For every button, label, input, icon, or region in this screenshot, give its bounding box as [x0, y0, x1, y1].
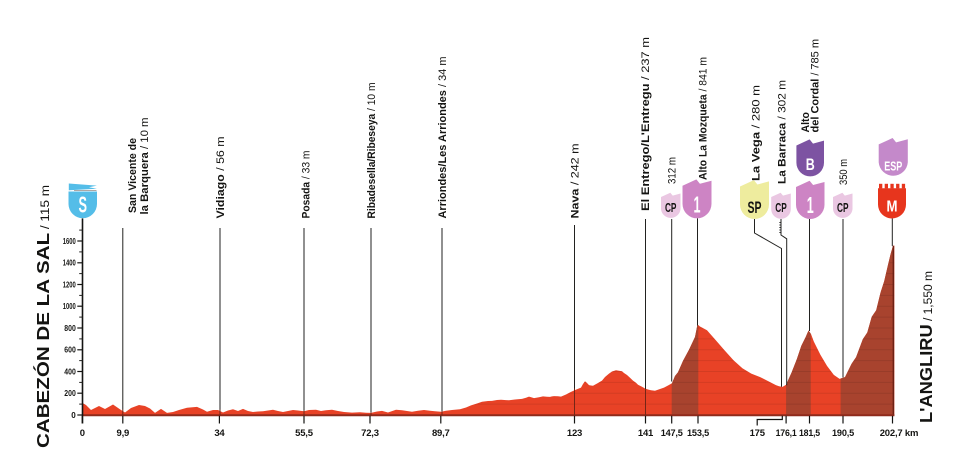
- svg-text:72,3: 72,3: [361, 428, 379, 439]
- svg-text:San Vicente de: San Vicente de: [127, 138, 139, 213]
- svg-text:0: 0: [71, 411, 76, 420]
- svg-text:del Cordal / 785 m: del Cordal / 785 m: [809, 39, 821, 133]
- svg-text:la Barquera / 10 m: la Barquera / 10 m: [139, 118, 151, 215]
- svg-text:1200: 1200: [63, 280, 76, 289]
- svg-text:800: 800: [64, 324, 76, 333]
- svg-text:190,5: 190,5: [832, 428, 855, 439]
- svg-text:600: 600: [64, 346, 76, 355]
- svg-text:Posada / 33 m: Posada / 33 m: [301, 151, 313, 219]
- svg-text:0: 0: [80, 428, 85, 439]
- svg-text:1000: 1000: [63, 302, 76, 311]
- svg-text:1400: 1400: [63, 259, 76, 268]
- svg-text:Vidiago / 56 m: Vidiago / 56 m: [215, 137, 227, 219]
- svg-text:La Barraca / 302 m: La Barraca / 302 m: [776, 80, 788, 184]
- svg-text:153,5: 153,5: [687, 428, 710, 439]
- svg-text:141: 141: [638, 428, 654, 439]
- svg-text:CP: CP: [775, 200, 787, 215]
- svg-text:Ribadesella/Ribeseya / 10 m: Ribadesella/Ribeseya / 10 m: [366, 83, 378, 219]
- svg-text:S: S: [78, 192, 87, 218]
- svg-text:B: B: [806, 155, 815, 174]
- svg-text:55,5: 55,5: [295, 428, 314, 439]
- svg-text:1600: 1600: [63, 237, 76, 246]
- svg-text:Alto La Mozqueta / 841 m: Alto La Mozqueta / 841 m: [698, 57, 710, 180]
- svg-text:La Vega / 280 m: La Vega / 280 m: [751, 85, 763, 181]
- svg-text:175: 175: [750, 428, 766, 439]
- svg-text:123: 123: [567, 428, 582, 439]
- svg-text:89,7: 89,7: [432, 428, 450, 439]
- svg-text:312 m: 312 m: [667, 157, 679, 184]
- svg-text:34: 34: [214, 428, 225, 439]
- svg-text:9,9: 9,9: [116, 428, 129, 439]
- svg-text:200: 200: [64, 389, 76, 398]
- svg-text:400: 400: [64, 367, 76, 376]
- svg-text:M: M: [887, 199, 898, 216]
- svg-text:Nava / 242 m: Nava / 242 m: [570, 144, 582, 219]
- svg-text:176,1: 176,1: [776, 428, 798, 439]
- svg-text:SP: SP: [748, 198, 762, 217]
- svg-text:CP: CP: [665, 200, 677, 215]
- svg-text:Alto: Alto: [800, 112, 812, 133]
- svg-text:CABEZÓN DE LA SAL / 115 m: CABEZÓN DE LA SAL / 115 m: [32, 185, 53, 448]
- svg-text:181,5: 181,5: [799, 428, 821, 439]
- svg-text:350 m: 350 m: [838, 159, 850, 185]
- svg-text:El Entrego/L'Entregu / 237 m: El Entrego/L'Entregu / 237 m: [640, 37, 652, 211]
- svg-text:Arriondes/Les Arriondes / 34 m: Arriondes/Les Arriondes / 34 m: [437, 57, 449, 219]
- svg-text:ESP: ESP: [884, 159, 902, 174]
- svg-text:1: 1: [807, 192, 814, 218]
- svg-text:CP: CP: [837, 200, 849, 215]
- svg-text:147,5: 147,5: [661, 428, 684, 439]
- svg-text:202,7 km: 202,7 km: [880, 428, 919, 439]
- svg-text:L'ANGLIRU / 1,550 m: L'ANGLIRU / 1,550 m: [916, 271, 936, 423]
- svg-text:1: 1: [694, 192, 701, 218]
